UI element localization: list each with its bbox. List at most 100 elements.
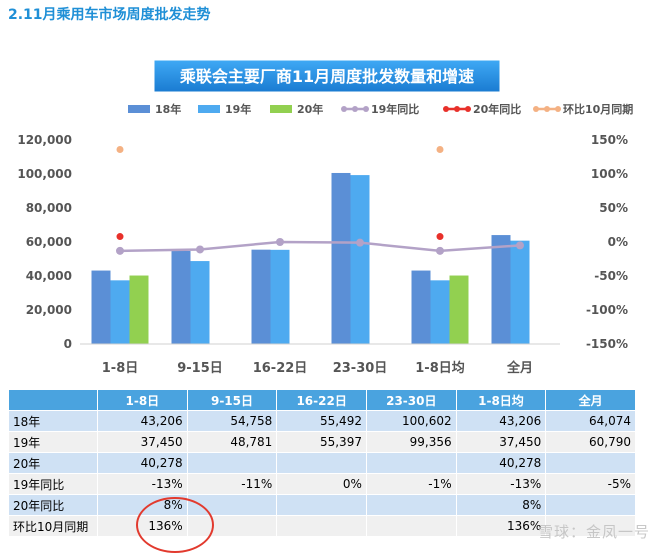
line-series	[116, 146, 524, 255]
y-right-tick-label: 150%	[591, 133, 628, 147]
table-cell: 40,278	[456, 453, 546, 473]
section-heading: 2.11月乘用车市场周度批发走势	[8, 7, 211, 23]
legend: 18年 19年 20年 19年同比 20年同比 环比10月同期	[128, 102, 633, 116]
point-环比10月同期-1-8日	[116, 146, 124, 154]
table-row-label: 20年同比	[9, 495, 97, 515]
table-cell: 48,781	[187, 432, 277, 452]
table-cell	[277, 516, 366, 536]
legend-label: 18年	[155, 102, 181, 116]
legend-marker	[555, 106, 561, 112]
table-cell	[277, 453, 366, 473]
table-corner-cell	[9, 390, 97, 410]
table-header-cell: 全月	[546, 390, 635, 410]
point-19年同比-9-15日	[196, 245, 204, 254]
table-cell: -11%	[187, 474, 277, 494]
bar-18年-16-22日	[251, 249, 271, 344]
table-cell: 8%	[456, 495, 546, 515]
bar-18年-1-8日	[91, 270, 111, 344]
y-left-tick-label: 20,000	[26, 303, 72, 317]
x-tick-label: 1-8日	[102, 361, 139, 376]
table-header-cell: 9-15日	[187, 390, 277, 410]
legend-swatch	[270, 105, 292, 113]
chart-title: 乘联会主要厂商11月周度批发数量和增速	[179, 67, 474, 86]
y-right-tick-label: -100%	[586, 303, 628, 317]
bar-18年-全月	[491, 235, 511, 344]
bar-19年-全月	[510, 240, 530, 344]
y-right-tick-label: 100%	[591, 167, 628, 181]
y-left-tick-label: 60,000	[26, 235, 72, 249]
y-left-tick-label: 100,000	[17, 167, 72, 181]
table-row-label: 19年	[9, 432, 97, 452]
table-cell: 37,450	[98, 432, 187, 452]
legend-marker	[465, 106, 471, 112]
legend-marker	[443, 106, 449, 112]
table-row-label: 环比10月同期	[9, 516, 97, 536]
y-axis-left: 0 20,000 40,000 60,000 80,000 100,000 120,000	[17, 133, 72, 351]
table-row: 20年同比 8% 8%	[9, 495, 635, 515]
table-cell: 55,397	[277, 432, 366, 452]
table-cell	[187, 453, 277, 473]
table-cell: 43,206	[456, 411, 546, 431]
x-tick-label: 9-15日	[177, 361, 223, 376]
table-cell: 43,206	[98, 411, 187, 431]
legend-label: 20年同比	[473, 102, 521, 116]
line-19年同比	[119, 240, 521, 253]
legend-label: 19年同比	[371, 102, 419, 116]
data-table: 1-8日 9-15日 16-22日 23-30日 1-8日均 全月 18年 43,206 54…	[8, 389, 636, 537]
table-cell: -1%	[366, 474, 456, 494]
point-19年同比-23-30日	[356, 238, 364, 247]
table-cell: 54,758	[187, 411, 277, 431]
table-cell: -13%	[98, 474, 187, 494]
table-row: 19年同比 -13% -11% 0% -1% -13% -5%	[9, 474, 635, 494]
point-19年同比-16-22日	[276, 238, 284, 246]
x-axis-labels: 1-8日 9-15日 16-22日 23-30日 1-8日均 全月	[102, 360, 533, 376]
table-header-cell: 1-8日均	[456, 390, 546, 410]
table-cell	[366, 516, 456, 536]
table-cell: 0%	[277, 474, 366, 494]
table-row-label: 19年同比	[9, 474, 97, 494]
bars	[80, 172, 560, 345]
table-cell: 64,074	[546, 411, 635, 431]
table-row: 20年 40,278 40,278	[9, 453, 635, 473]
watermark: 雪球：金凤一号	[537, 523, 650, 541]
table-body: 18年 43,206 54,758 55,492 100,602 43,206 64,074…	[9, 411, 635, 536]
table-row: 19年 37,450 48,781 55,397 99,356 37,450 60,790	[9, 432, 635, 452]
y-left-tick-label: 40,000	[26, 269, 72, 283]
y-right-tick-label: 0%	[608, 235, 628, 249]
table-header-cell: 16-22日	[277, 390, 366, 410]
bar-18年-1-8日均	[411, 270, 431, 344]
table-cell	[366, 495, 456, 515]
table-cell: 40,278	[98, 453, 187, 473]
table-cell: 136%	[98, 516, 187, 536]
point-20年同比-1-8日均	[436, 233, 444, 241]
table-cell: 100,602	[366, 411, 456, 431]
legend-marker	[352, 106, 358, 112]
y-right-tick-label: 50%	[599, 201, 628, 215]
bar-20年-1-8日	[129, 275, 149, 344]
bar-20年-1-8日均	[449, 275, 469, 344]
table-cell: -13%	[456, 474, 546, 494]
table-cell: 99,356	[366, 432, 456, 452]
x-tick-label: 23-30日	[333, 361, 388, 376]
table-header-cell: 1-8日	[98, 390, 187, 410]
bar-19年-1-8日	[110, 280, 130, 344]
table-cell: 8%	[98, 495, 187, 515]
table-row: 环比10月同期 136% 136%	[9, 516, 635, 536]
legend-marker	[363, 106, 369, 112]
table-cell	[187, 516, 277, 536]
bar-19年-9-15日	[190, 261, 210, 344]
chart-svg: 乘联会主要厂商11月周度批发数量和增速 18年 19年 20年 19年同比 20年同比 环…	[17, 59, 633, 376]
legend-marker	[341, 106, 347, 112]
point-19年同比-全月	[516, 241, 524, 250]
legend-swatch	[198, 105, 220, 113]
table-cell: 60,790	[546, 432, 635, 452]
legend-label: 环比10月同期	[563, 102, 633, 116]
table-cell	[366, 453, 456, 473]
table-cell	[546, 453, 635, 473]
legend-marker	[533, 106, 539, 112]
table-header-cell: 23-30日	[366, 390, 456, 410]
bar-19年-16-22日	[270, 249, 290, 344]
y-axis-right: -150% -100% -50% 0% 50% 100% 150%	[586, 133, 628, 351]
bar-18年-9-15日	[171, 250, 191, 344]
table-cell: -5%	[546, 474, 635, 494]
